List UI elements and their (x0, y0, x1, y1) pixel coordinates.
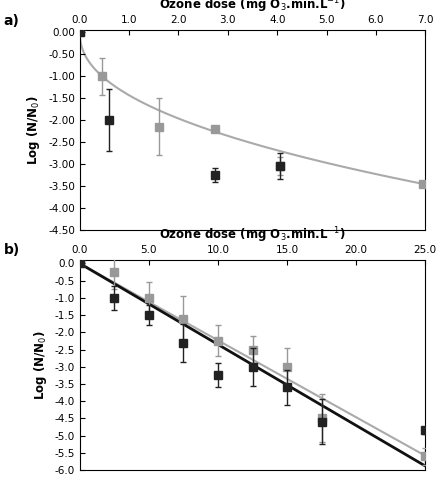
Y-axis label: Log (N/N$_0$): Log (N/N$_0$) (25, 96, 43, 164)
X-axis label: Ozone dose (mg O$_3$.min.L$^{-1}$): Ozone dose (mg O$_3$.min.L$^{-1}$) (159, 0, 346, 16)
Y-axis label: Log (N/N$_0$): Log (N/N$_0$) (32, 330, 49, 400)
X-axis label: Ozone dose (mg O$_3$.min.L$^{-1}$): Ozone dose (mg O$_3$.min.L$^{-1}$) (159, 226, 346, 246)
Text: a): a) (4, 14, 19, 28)
Text: b): b) (4, 243, 20, 257)
